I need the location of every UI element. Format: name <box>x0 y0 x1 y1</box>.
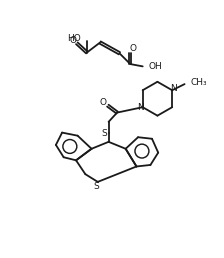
Text: N: N <box>170 84 177 93</box>
Text: O: O <box>69 36 76 45</box>
Text: HO: HO <box>67 34 81 43</box>
Text: O: O <box>100 98 107 107</box>
Text: N: N <box>137 103 144 112</box>
Text: OH: OH <box>149 62 163 71</box>
Text: CH₃: CH₃ <box>190 78 207 87</box>
Text: O: O <box>130 44 137 53</box>
Text: S: S <box>93 182 99 191</box>
Text: S: S <box>101 129 107 138</box>
